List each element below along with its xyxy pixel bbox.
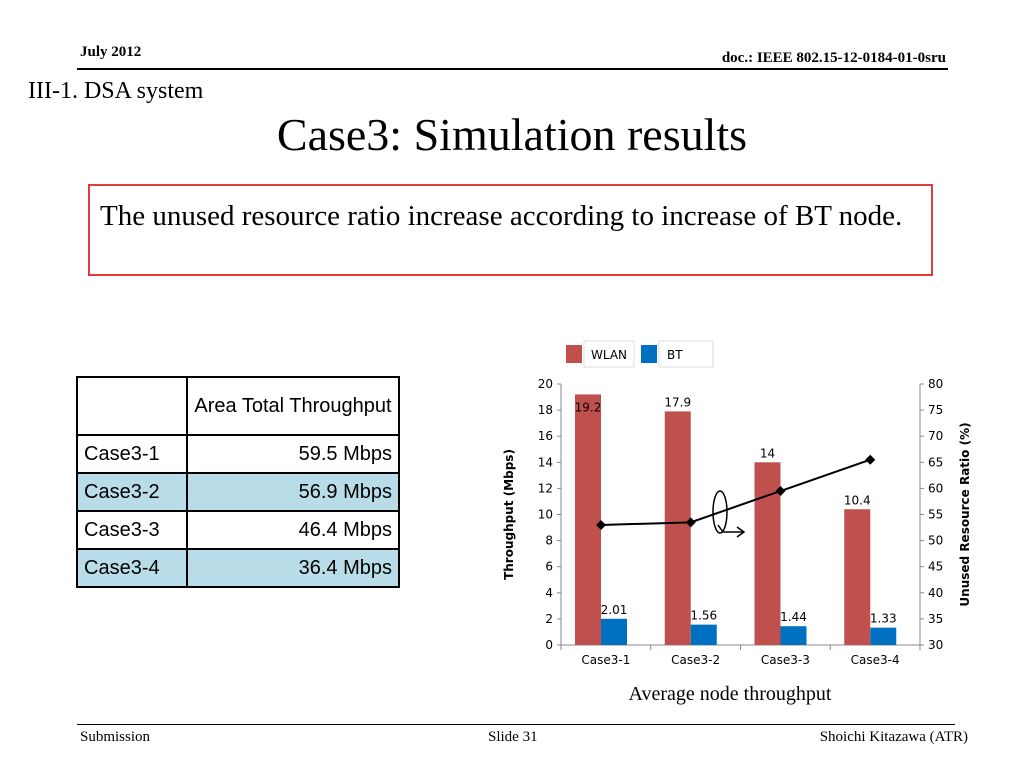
throughput-table: Area Total Throughput Case3-1 59.5 Mbps … <box>76 376 400 588</box>
bt-bar <box>870 627 897 645</box>
footer-author: Shoichi Kitazawa (ATR) <box>819 729 968 745</box>
y-tick-label: 14 <box>538 455 553 469</box>
table-cell-value: 36.4 Mbps <box>186 548 400 588</box>
legend-box-bt <box>658 340 714 368</box>
table-cell-case: Case3-1 <box>76 434 188 474</box>
x-tick-label: Case3-3 <box>761 653 810 667</box>
x-tick-label: Case3-4 <box>851 653 900 667</box>
header-date: July 2012 <box>80 44 142 60</box>
table-cell-value: 46.4 Mbps <box>186 510 400 550</box>
y-tick-label: 2 <box>545 612 553 626</box>
y-tick-label: 12 <box>538 481 553 495</box>
bt-bar <box>601 618 627 645</box>
y-tick-label: 0 <box>545 638 553 652</box>
table-row: Case3-3 46.4 Mbps <box>76 510 400 550</box>
footer-divider <box>77 724 955 725</box>
y2-tick-label: 80 <box>928 377 943 391</box>
table-header-throughput: Area Total Throughput <box>186 376 400 436</box>
y-tick-label: 6 <box>545 560 553 574</box>
wlan-data-label: 19.2 <box>575 400 602 414</box>
y-tick-label: 16 <box>538 429 553 443</box>
y2-axis-title: Unused Resource Ratio (%) <box>958 422 972 606</box>
y2-tick-label: 70 <box>928 429 943 443</box>
y2-tick-label: 55 <box>928 508 943 522</box>
y2-tick-label: 45 <box>928 560 943 574</box>
header-divider <box>77 68 948 70</box>
section-label: III-1. DSA system <box>28 78 204 104</box>
y-axis-title: Throughput (Mbps) <box>502 449 516 580</box>
table-cell-case: Case3-3 <box>76 510 188 550</box>
legend-box-wlan <box>583 340 635 368</box>
y-tick-label: 20 <box>538 377 553 391</box>
wlan-bar <box>844 509 871 645</box>
unused-ratio-marker <box>865 454 876 465</box>
callout-text: The unused resource ratio increase accor… <box>100 200 903 232</box>
y2-tick-label: 30 <box>928 638 943 652</box>
header-doc-id: doc.: IEEE 802.15-12-0184-01-0sru <box>721 50 946 66</box>
legend-swatch-wlan <box>566 345 582 363</box>
wlan-data-label: 17.9 <box>664 395 691 409</box>
table-row: Case3-2 56.9 Mbps <box>76 472 400 512</box>
y2-tick-label: 50 <box>928 534 943 548</box>
legend-swatch-bt <box>641 345 657 363</box>
wlan-data-label: 14 <box>760 446 775 460</box>
y2-tick-label: 40 <box>928 586 943 600</box>
bt-data-label: 1.44 <box>780 610 807 624</box>
x-tick-label: Case3-1 <box>581 653 630 667</box>
wlan-data-label: 10.4 <box>844 493 871 507</box>
callout-box: The unused resource ratio increase accor… <box>88 184 933 276</box>
bt-bar <box>780 626 807 645</box>
table-header-row: Area Total Throughput <box>76 376 400 436</box>
wlan-bar <box>664 411 691 645</box>
bt-bar <box>690 624 717 645</box>
y2-tick-label: 65 <box>928 455 943 469</box>
footer-slide-number: Slide 31 <box>488 729 538 745</box>
wlan-bar <box>754 462 781 645</box>
y-tick-label: 8 <box>545 534 553 548</box>
y2-tick-label: 75 <box>928 403 943 417</box>
unused-ratio-marker <box>775 486 786 497</box>
throughput-chart: 0 2 4 6 8 10 12 14 16 18 20 30 35 40 45 50 55 60 65 70 75 80 C… <box>502 340 972 667</box>
slide-title: Case3: Simulation results <box>276 109 748 160</box>
axis-indicator-arrowhead <box>736 526 746 538</box>
table-row: Case3-1 59.5 Mbps <box>76 434 400 474</box>
table-cell-case: Case3-4 <box>76 548 188 588</box>
y-tick-label: 10 <box>538 508 553 522</box>
bt-data-label: 1.56 <box>690 609 717 623</box>
table-cell-value: 59.5 Mbps <box>186 434 400 474</box>
y-tick-label: 4 <box>545 586 553 600</box>
footer-submission: Submission <box>80 729 151 745</box>
table-row: Case3-4 36.4 Mbps <box>76 548 400 588</box>
unused-ratio-marker <box>596 519 606 530</box>
table-cell-case: Case3-2 <box>76 472 188 512</box>
bt-data-label: 2.01 <box>601 603 628 617</box>
table-header-empty <box>76 376 188 436</box>
y-tick-label: 18 <box>538 403 553 417</box>
y2-tick-label: 35 <box>928 612 943 626</box>
chart-caption: Average node throughput <box>628 683 832 705</box>
bt-data-label: 1.33 <box>870 612 897 626</box>
legend-label-wlan: WLAN <box>591 348 627 362</box>
axis-indicator-ellipse <box>712 490 728 534</box>
y2-tick-label: 60 <box>928 481 943 495</box>
legend-label-bt: BT <box>667 348 683 362</box>
unused-ratio-line <box>600 458 871 526</box>
wlan-bar <box>575 394 601 645</box>
x-tick-label: Case3-2 <box>671 653 720 667</box>
axis-indicator-arrow <box>717 524 743 533</box>
unused-ratio-marker <box>685 517 696 528</box>
table-cell-value: 56.9 Mbps <box>186 472 400 512</box>
